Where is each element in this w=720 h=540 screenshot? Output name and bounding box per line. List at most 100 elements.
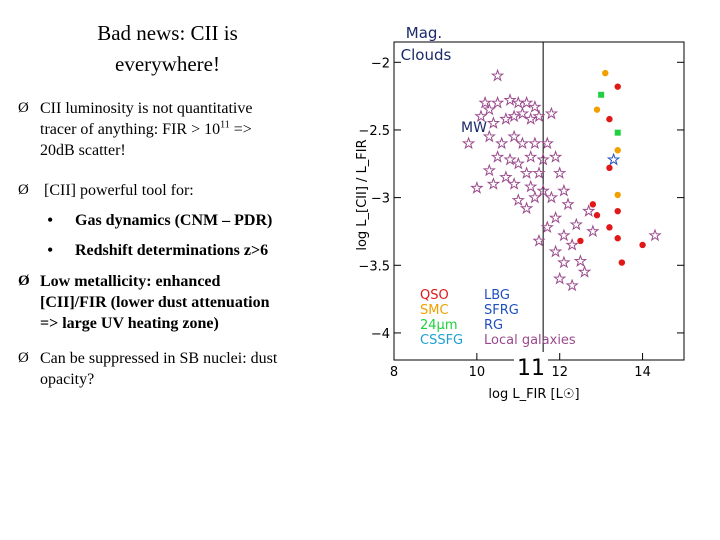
local-galaxies-point [528, 136, 542, 150]
superscript: 11 [220, 119, 230, 131]
local-galaxies-point [486, 116, 501, 129]
y-tick-label: −3.5 [358, 259, 390, 274]
qso-point [606, 115, 613, 123]
smc-point [602, 69, 609, 77]
local-galaxies-point [519, 201, 534, 215]
axis-ticks: −2 −2.5 −3 −3.5 −4 8 10 12 14 [358, 56, 684, 380]
bullet-line: tracer of anything: FIR > 1011 => [40, 119, 252, 138]
bullet-line: 20dB scatter! [40, 142, 126, 159]
local-galaxies-point [486, 177, 501, 190]
legend-local-galaxies: Local galaxies [484, 333, 576, 348]
legend-qso: QSO [420, 288, 449, 303]
local-galaxies-point [474, 109, 488, 123]
local-galaxies-point [515, 136, 530, 150]
y-tick-label: −4 [371, 327, 390, 342]
local-galaxies-point [528, 190, 542, 204]
qso-point [589, 201, 597, 208]
qso-point [606, 164, 613, 172]
local-galaxies-point [507, 177, 521, 190]
dot-bullet-icon: • [47, 210, 54, 230]
local-galaxies-point [507, 129, 521, 143]
legend-cssfg: CSSFG [420, 333, 463, 348]
smc-point [614, 191, 621, 199]
local-galaxies-point [528, 99, 542, 113]
data-points [461, 68, 662, 292]
qso-point [639, 241, 646, 249]
local-galaxies-point [499, 170, 513, 184]
local-galaxies-point [565, 237, 579, 251]
arrow-bullet-icon: Ø [18, 273, 30, 289]
local-galaxies-point [490, 68, 505, 82]
local-galaxies-point [511, 156, 525, 170]
local-galaxies-point [524, 179, 538, 193]
mw-label: MW [461, 120, 487, 136]
local-galaxies-point [532, 109, 546, 123]
local-galaxies-point [569, 217, 583, 231]
qso-point [593, 212, 601, 219]
x-axis-label: log L_FIR [L☉] [488, 387, 579, 402]
local-galaxies-point [553, 166, 567, 179]
local-galaxies-point [511, 193, 525, 207]
qso-point [606, 224, 613, 231]
local-galaxies-point [548, 244, 563, 258]
24-m-point [598, 91, 605, 98]
y-tick-label: −2 [371, 56, 390, 71]
arrow-bullet-icon: Ø [18, 182, 29, 198]
local-galaxies-point [503, 152, 517, 166]
local-galaxies-point [532, 233, 546, 247]
qso-point [577, 237, 584, 245]
y-axis-label: log L_[CII] / L_FIR [355, 139, 370, 250]
local-galaxies-point [544, 106, 559, 120]
local-galaxies-point [573, 254, 588, 267]
legend-24um: 24μm [420, 318, 457, 333]
bullet-line: opacity? [40, 371, 95, 388]
bullet-line: Can be suppressed in SB nuclei: dust [40, 350, 278, 367]
local-galaxies-point [507, 109, 521, 123]
sfrg-point [606, 152, 621, 166]
local-galaxies-point [470, 181, 484, 194]
local-galaxies-point [482, 102, 496, 116]
bullet-line: Redshift determinations z>6 [75, 242, 269, 259]
cii-fir-scatter-chart: −2 −2.5 −3 −3.5 −4 8 10 12 14 log L_[CII] / L_FI… [355, 24, 685, 402]
x-tick-label: 10 [469, 365, 486, 380]
legend-sfrg: SFRG [484, 303, 519, 318]
qso-point [618, 259, 626, 266]
local-galaxies-point [490, 149, 505, 163]
local-galaxies-point [461, 136, 476, 150]
arrow-bullet-icon: Ø [18, 100, 29, 116]
local-galaxies-point [540, 136, 554, 150]
bullet-line: => large UV heating zone) [40, 315, 219, 332]
local-galaxies-point [536, 183, 550, 197]
smc-point [614, 147, 621, 154]
x-tick-label: 8 [390, 365, 398, 380]
local-galaxies-point [557, 255, 571, 269]
mag-clouds-label-2: Clouds [401, 46, 452, 64]
page-number-bg [514, 352, 548, 378]
legend-smc: SMC [420, 303, 449, 318]
page-number: 11 [517, 356, 545, 381]
24-m-point [614, 129, 621, 136]
local-galaxies-point [524, 149, 538, 163]
local-galaxies-point [648, 228, 662, 242]
local-galaxies-point [532, 166, 546, 179]
local-galaxies-point [495, 136, 509, 150]
local-galaxies-point [557, 183, 571, 197]
slide-title: Bad news: CII is everywhere! [40, 18, 295, 80]
local-galaxies-point [536, 152, 550, 166]
bullet-line: CII luminosity is not quantitative [40, 100, 253, 117]
local-galaxies-point [515, 106, 530, 120]
bullet-line: Low metallicity: enhanced [40, 273, 221, 290]
local-galaxies-point [490, 95, 505, 109]
local-galaxies-point [519, 166, 534, 179]
bullet-line: Gas dynamics (CNM – PDR) [75, 212, 273, 229]
legend-lbg: LBG [484, 288, 510, 303]
y-tick-label: −2.5 [358, 124, 390, 139]
title-line-1: Bad news: CII is [97, 21, 238, 45]
local-galaxies-point [482, 163, 496, 177]
local-galaxies-point [548, 210, 563, 224]
x-tick-label: 12 [551, 365, 568, 380]
local-galaxies-point [565, 278, 579, 292]
qso-point [614, 83, 621, 90]
smc-point [593, 106, 601, 113]
local-galaxies-point [478, 95, 492, 109]
